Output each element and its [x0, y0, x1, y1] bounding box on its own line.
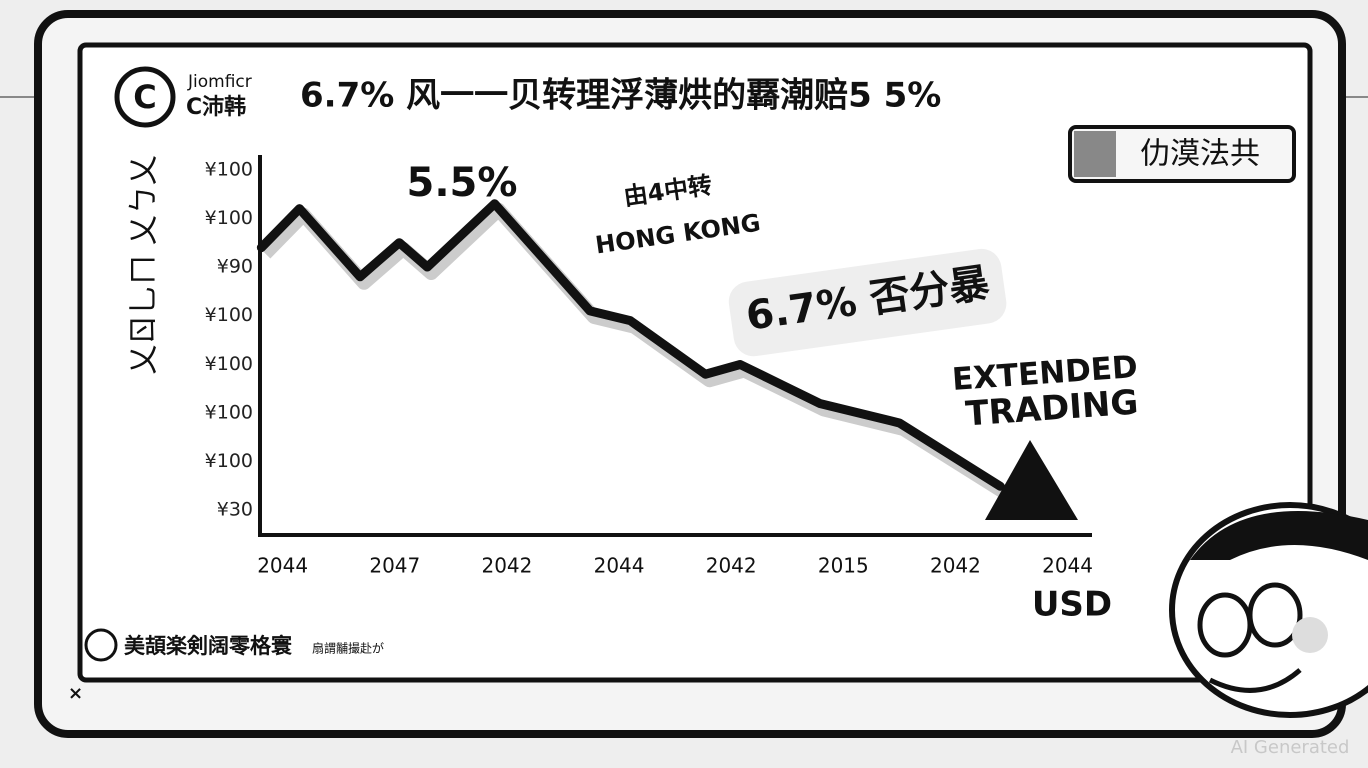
y-axis-title: 乂ㄖ乚ㄇ 乂ㄅ乂 — [127, 155, 162, 375]
line-shadow — [260, 202, 1009, 499]
line — [256, 199, 1005, 491]
x-unit: USD — [1032, 585, 1112, 625]
button-label[interactable]: 仂漠法共 — [1140, 137, 1260, 172]
x-tick-label: 2047 — [369, 554, 420, 578]
annotation-bubble — [728, 248, 1007, 357]
logo-letter: C — [133, 78, 156, 116]
footer-icon — [84, 628, 118, 662]
x-tick-label: 2042 — [481, 554, 532, 578]
y-axis-label: ¥100 — [205, 207, 253, 229]
footer-small: 扇謂黼撮赴が — [312, 641, 384, 656]
mascot-mouth — [1208, 668, 1302, 693]
y-axis-label: ¥30 — [217, 499, 253, 521]
y-axis-label: ¥90 — [217, 256, 253, 278]
y-axis-label: ¥100 — [205, 353, 253, 375]
x-tick-label: 2042 — [706, 554, 757, 578]
mascot-cheek — [1292, 617, 1328, 653]
y-axis-label: ¥100 — [205, 401, 253, 423]
logo-sub: C沛韩 — [186, 94, 246, 120]
x-tick-label: 2044 — [1042, 554, 1093, 578]
logo: Jiomficr — [187, 72, 252, 92]
y-axis-label: ¥100 — [205, 450, 253, 472]
x-tick-label: 2044 — [257, 554, 308, 578]
close-icon: × — [68, 683, 83, 704]
button-swatch — [1074, 131, 1116, 177]
watermark: AI Generated — [1231, 737, 1350, 758]
annotation: 5.5% — [407, 160, 518, 206]
logo-icon — [114, 66, 176, 128]
x-tick-label: 2042 — [930, 554, 981, 578]
y-axis-label: ¥100 — [205, 304, 253, 326]
mascot-hair — [1190, 511, 1368, 560]
end-marker — [985, 440, 1078, 520]
mascot-eye — [1247, 582, 1303, 648]
x-tick-label: 2044 — [594, 554, 645, 578]
chart-title: 6.7% 风一一贝转理浮薄烘的覉潮赔5 5% — [300, 76, 941, 116]
footer: 美頡楽剣阔零格寰 — [124, 634, 292, 658]
mascot — [1169, 502, 1368, 718]
y-axis-label: ¥100 — [205, 159, 253, 181]
button[interactable] — [1068, 125, 1296, 183]
x-tick-label: 2015 — [818, 554, 869, 578]
